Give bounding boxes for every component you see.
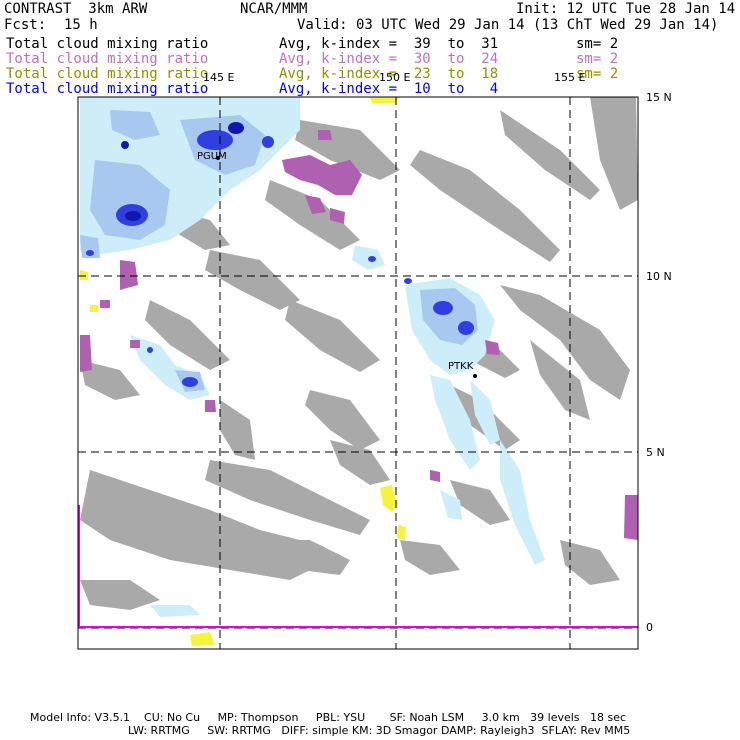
- field-legend-3-avg: Avg, k-index = 23 to 18: [279, 66, 499, 82]
- yellow-cloud-field: [80, 97, 406, 646]
- lat-label-15n: 15 N: [646, 91, 672, 104]
- field-legend-3-name: Total cloud mixing ratio: [6, 66, 209, 82]
- init-time: Init: 12 UTC Tue 28 Jan 14: [516, 1, 736, 17]
- model-info-line-1: Model Info: V3.5.1 CU: No Cu MP: Thompso…: [30, 711, 627, 724]
- field-legend-4-name: Total cloud mixing ratio: [6, 81, 209, 97]
- station-label-ptkk: PTKK: [448, 361, 474, 372]
- lat-label-0: 0: [646, 621, 653, 634]
- field-legend-3-sm: sm= 2: [576, 66, 619, 82]
- model-title: CONTRAST 3km ARW: [4, 1, 148, 17]
- map-frame: [77, 96, 639, 650]
- field-legend-2-avg: Avg, k-index = 30 to 24: [279, 51, 499, 67]
- lat-label-10n: 10 N: [646, 270, 672, 283]
- station-marker-ptkk: [473, 374, 477, 378]
- forecast-label: Fcst:: [4, 17, 47, 33]
- field-legend-1-sm: sm= 2: [576, 36, 619, 52]
- blue-cloud-cores: [86, 122, 474, 387]
- lon-label-145e: 145 E: [203, 71, 235, 84]
- forecast-hour: 15 h: [64, 17, 98, 33]
- valid-time: Valid: 03 UTC Wed 29 Jan 14 (13 ChT Wed …: [297, 17, 719, 33]
- lat-label-5n: 5 N: [646, 446, 665, 459]
- magenta-boundary: [78, 505, 638, 628]
- field-legend-1-avg: Avg, k-index = 39 to 31: [279, 36, 499, 52]
- field-legend-4-avg: Avg, k-index = 10 to 4: [279, 81, 499, 97]
- field-legend-2-sm: sm= 2: [576, 51, 619, 67]
- lon-label-150e: 150 E: [379, 71, 411, 84]
- station-label-pgum: PGUM: [197, 151, 227, 162]
- lon-label-155e: 155 E: [554, 71, 586, 84]
- station-marker-pgum: [216, 156, 220, 160]
- field-legend-2-name: Total cloud mixing ratio: [6, 51, 209, 67]
- center-title: NCAR/MMM: [240, 1, 308, 17]
- field-legend-1-name: Total cloud mixing ratio: [6, 36, 209, 52]
- model-info-line-2: LW: RRTMG SW: RRTMG DIFF: simple KM: 3D …: [128, 724, 631, 737]
- purple-cloud-field: [80, 130, 638, 540]
